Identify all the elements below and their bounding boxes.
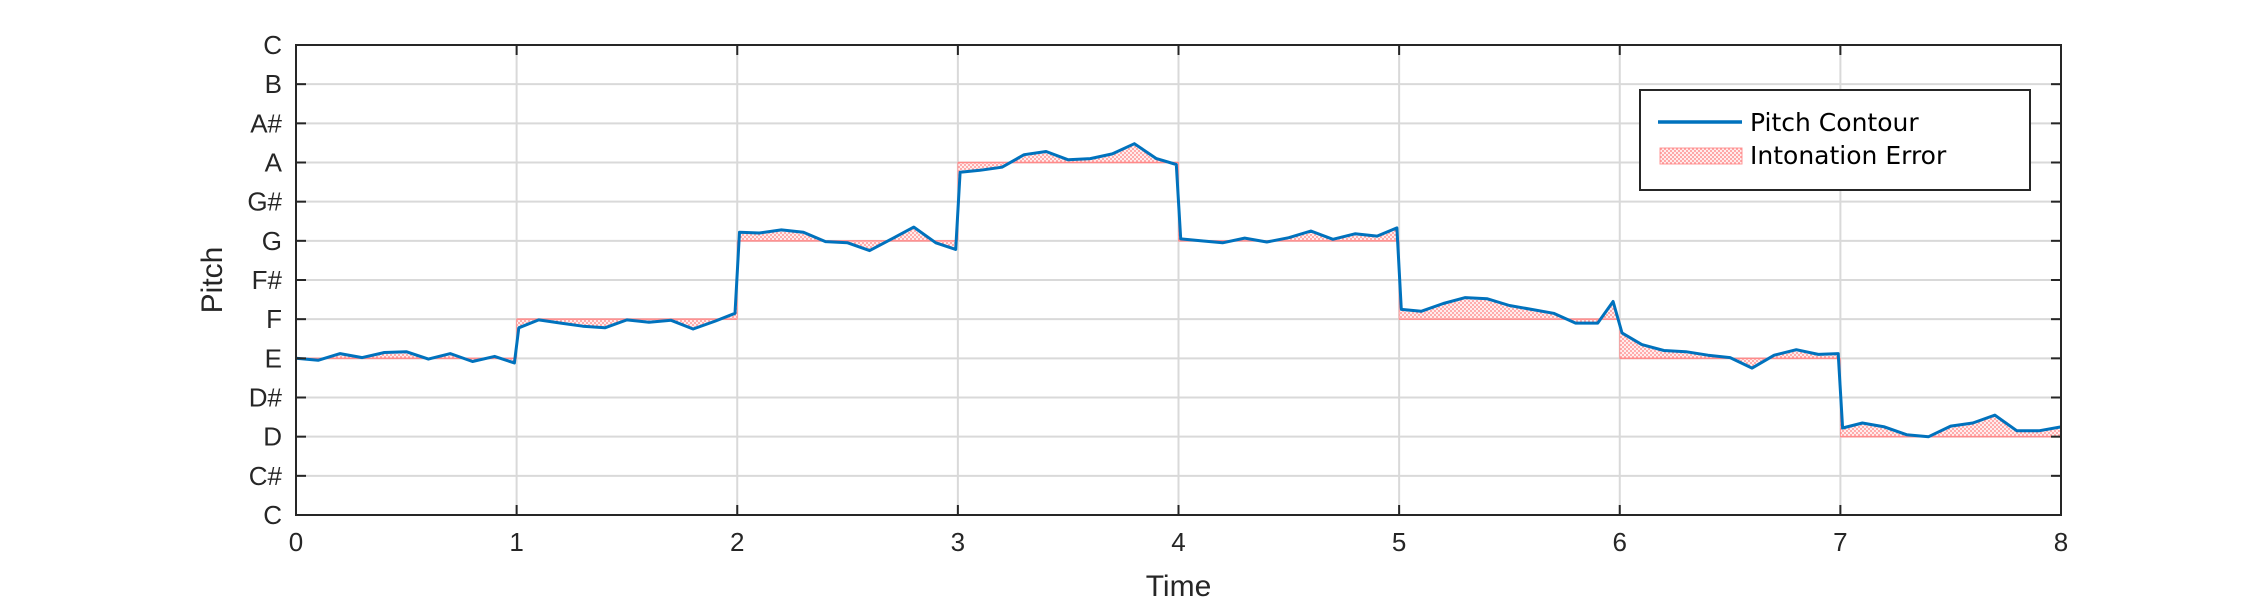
x-tick-label: 1 xyxy=(509,527,523,557)
legend-error-swatch xyxy=(1659,147,1743,165)
y-tick-label: C xyxy=(263,30,282,60)
x-tick-label: 0 xyxy=(289,527,303,557)
y-axis-title: Pitch xyxy=(196,247,229,314)
y-tick-label: G# xyxy=(247,187,282,217)
y-tick-label: C# xyxy=(249,461,283,491)
x-tick-label: 7 xyxy=(1833,527,1847,557)
pitch-contour-line xyxy=(295,142,2062,439)
y-tick-label: F# xyxy=(252,265,283,295)
y-tick-label: F xyxy=(266,304,282,334)
x-tick-label: 8 xyxy=(2054,527,2068,557)
y-tick-label: A# xyxy=(250,108,282,138)
x-axis-title: Time xyxy=(1146,570,1212,603)
x-tick-label: 5 xyxy=(1392,527,1406,557)
y-tick-label: E xyxy=(265,343,282,373)
legend-box xyxy=(1639,89,2031,191)
ticks: 0 1 2 3 4 5 6 7 8CC#DD#EFF#GG#AA#BC xyxy=(247,30,2068,557)
y-tick-label: G xyxy=(262,226,282,256)
x-tick-label: 2 xyxy=(730,527,744,557)
legend-label-error: Intonation Error xyxy=(1750,141,1947,170)
pitch-contour-series xyxy=(295,142,2062,439)
y-tick-label: B xyxy=(265,69,282,99)
x-tick-label: 3 xyxy=(951,527,965,557)
x-tick-label: 4 xyxy=(1171,527,1185,557)
legend-label-contour: Pitch Contour xyxy=(1750,108,1919,137)
x-tick-label: 6 xyxy=(1613,527,1627,557)
legend: Pitch Contour Intonation Error xyxy=(1639,89,2031,191)
y-tick-label: C xyxy=(263,500,282,530)
y-tick-label: D# xyxy=(249,383,283,413)
y-tick-label: D xyxy=(263,422,282,452)
y-tick-label: A xyxy=(265,148,283,178)
